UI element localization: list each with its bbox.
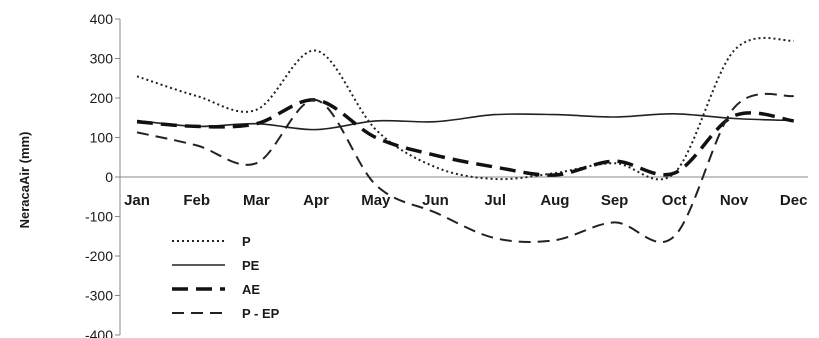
y-axis: 400 300 200 100 0 -100 -200 -300 -400 [85, 11, 808, 338]
y-tick-label: -300 [85, 288, 113, 304]
x-tick-label: May [361, 192, 391, 209]
x-tick-label: Jul [484, 192, 506, 209]
y-tick-label: -200 [85, 248, 113, 264]
x-tick-label: Jun [422, 192, 449, 209]
x-axis-tick-labels: Jan Feb Mar Apr May Jun Jul Aug Sep Oct Nov Dec [124, 192, 807, 209]
x-tick-label: Apr [303, 192, 329, 209]
x-tick-label: Sep [601, 192, 629, 209]
legend-item: P [172, 234, 251, 249]
legend: P PE AE P - EP [172, 234, 280, 321]
legend-label: P - EP [242, 306, 280, 321]
x-tick-label: Mar [243, 192, 270, 209]
y-tick-label: 200 [90, 90, 114, 106]
series-line-p-ep [136, 92, 794, 244]
legend-label: P [242, 234, 251, 249]
y-tick-label: 0 [105, 169, 113, 185]
y-tick-label: -400 [85, 327, 113, 338]
series-line-p [136, 36, 794, 181]
x-tick-label: Aug [540, 192, 569, 209]
legend-item: P - EP [172, 306, 280, 321]
y-tick-label: 100 [90, 130, 114, 146]
legend-label: PE [242, 258, 260, 273]
x-tick-label: Dec [780, 192, 808, 209]
series-lines [136, 36, 794, 244]
y-tick-label: 400 [90, 11, 114, 27]
x-tick-label: Nov [720, 192, 749, 209]
x-tick-label: Feb [183, 192, 210, 209]
y-tick-label: 300 [90, 51, 114, 67]
series-line-ae [136, 98, 794, 177]
x-tick-label: Oct [662, 192, 687, 209]
legend-label: AE [242, 282, 260, 297]
x-tick-label: Jan [124, 192, 150, 209]
y-tick-label: -100 [85, 209, 113, 225]
y-axis-label: NeracaAir (mm) [17, 132, 32, 229]
legend-item: PE [172, 258, 260, 273]
legend-item: AE [172, 282, 260, 297]
series-line-pe [136, 112, 794, 131]
